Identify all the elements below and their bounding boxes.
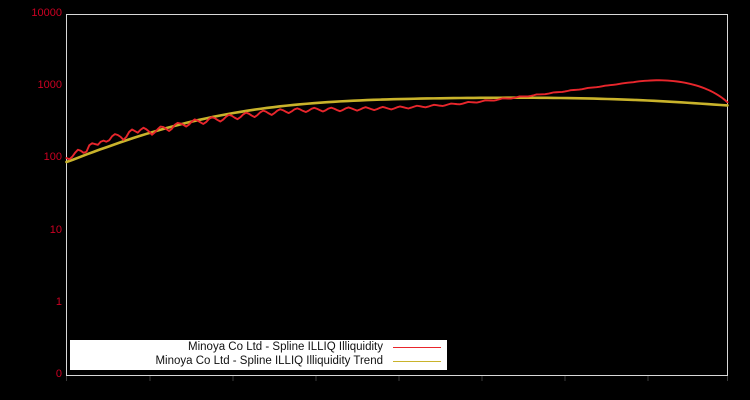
legend-label-illiquidity: Minoya Co Ltd - Spline ILLIQ Illiquidity xyxy=(188,341,383,353)
legend-swatch-illiquidity xyxy=(393,346,441,348)
y-tick-label-1000: 1000 xyxy=(37,79,62,91)
legend-swatch-trend xyxy=(393,360,441,362)
y-tick-label-100: 100 xyxy=(43,151,62,163)
y-tick-label-10: 10 xyxy=(49,224,62,236)
series-illiquidity-group xyxy=(65,79,729,161)
series-line-illiquidity xyxy=(65,79,729,161)
plot-frame xyxy=(66,14,728,376)
legend-entry-illiquidity[interactable]: Minoya Co Ltd - Spline ILLIQ Illiquidity xyxy=(70,340,447,354)
series-trend-group xyxy=(65,96,729,164)
y-tick-label-10000: 10000 xyxy=(31,7,62,19)
series-line-trend xyxy=(65,96,729,164)
legend-label-trend: Minoya Co Ltd - Spline ILLIQ Illiquidity… xyxy=(155,355,383,367)
x-axis-ticks xyxy=(66,376,728,381)
chart-legend: Minoya Co Ltd - Spline ILLIQ Illiquidity… xyxy=(70,340,447,370)
y-tick-label-0: 0 xyxy=(55,368,62,380)
legend-entry-trend[interactable]: Minoya Co Ltd - Spline ILLIQ Illiquidity… xyxy=(70,354,447,368)
y-tick-label-1: 1 xyxy=(55,296,62,308)
